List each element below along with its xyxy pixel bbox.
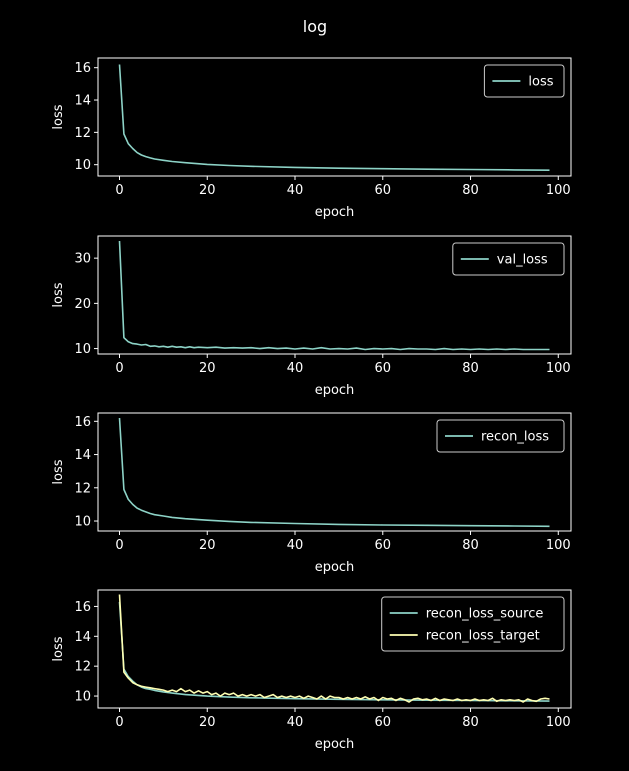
legend-label-recon_loss: recon_loss <box>481 430 549 445</box>
legend-label-recon_loss_source: recon_loss_source <box>426 607 544 622</box>
x-tick-label: 40 <box>287 715 304 730</box>
y-tick-label: 30 <box>74 252 91 267</box>
x-tick-label: 20 <box>199 183 216 198</box>
subplot-2: 0 20 40 60 80 100 10 20 30 epoch loss val_loss <box>51 235 572 398</box>
y-tick-label: 12 <box>74 660 91 675</box>
y-axis-label: loss <box>51 104 66 129</box>
series-line-recon_loss_target <box>118 594 550 703</box>
axes-frame <box>97 235 572 355</box>
legend: val_loss <box>452 242 565 276</box>
x-tick-label: 60 <box>374 715 391 730</box>
x-tick-label: 100 <box>546 538 571 553</box>
x-tick-label: 0 <box>115 183 123 198</box>
x-tick-label: 80 <box>462 183 479 198</box>
x-axis-label: epoch <box>315 383 355 398</box>
y-tick-label: 14 <box>74 630 91 645</box>
subplot-4: 0 20 40 60 80 100 10 12 14 16 epoch loss recon_loss_… <box>51 589 572 752</box>
x-tick-label: 20 <box>199 361 216 376</box>
x-tick-label: 40 <box>287 361 304 376</box>
legend: recon_loss_source recon_loss_target <box>381 596 565 652</box>
x-tick-label: 0 <box>115 538 123 553</box>
y-tick-label: 12 <box>74 481 91 496</box>
x-tick-label: 0 <box>115 361 123 376</box>
figure-title: log <box>303 17 327 36</box>
y-tick-label: 10 <box>74 342 91 357</box>
series-line-val_loss <box>118 240 550 351</box>
y-tick-label: 16 <box>74 415 91 430</box>
x-tick-label: 20 <box>199 538 216 553</box>
x-tick-label: 80 <box>462 715 479 730</box>
x-tick-label: 100 <box>546 361 571 376</box>
y-tick-label: 14 <box>74 94 91 109</box>
y-tick-label: 20 <box>74 297 91 312</box>
legend-box <box>452 242 565 276</box>
x-axis-label: epoch <box>315 737 355 752</box>
x-tick-label: 40 <box>287 538 304 553</box>
x-tick-label: 80 <box>462 538 479 553</box>
legend-label-recon_loss_target: recon_loss_target <box>426 629 540 644</box>
legend-box <box>381 596 565 652</box>
x-tick-label: 100 <box>546 183 571 198</box>
x-tick-label: 60 <box>374 361 391 376</box>
y-axis-label: loss <box>51 636 66 661</box>
legend-box <box>483 64 565 98</box>
y-axis-label: loss <box>51 282 66 307</box>
x-tick-label: 60 <box>374 183 391 198</box>
legend-box <box>436 419 565 453</box>
x-tick-label: 0 <box>115 715 123 730</box>
y-tick-label: 10 <box>74 690 91 705</box>
y-tick-label: 16 <box>74 600 91 615</box>
x-axis-label: epoch <box>315 560 355 575</box>
axes-frame <box>97 57 572 177</box>
x-axis-label: epoch <box>315 205 355 220</box>
y-tick-label: 16 <box>74 61 91 76</box>
series-line-recon_loss <box>118 417 550 528</box>
legend: loss <box>483 64 565 98</box>
x-tick-label: 40 <box>287 183 304 198</box>
x-tick-label: 100 <box>546 715 571 730</box>
series-line-loss <box>118 64 550 171</box>
y-tick-label: 10 <box>74 158 91 173</box>
x-tick-label: 60 <box>374 538 391 553</box>
legend: recon_loss <box>436 419 565 453</box>
y-tick-label: 14 <box>74 448 91 463</box>
axes-frame <box>97 589 572 709</box>
legend-label-loss: loss <box>528 75 553 90</box>
x-tick-label: 20 <box>199 715 216 730</box>
legend-label-val_loss: val_loss <box>497 253 548 268</box>
y-axis-label: loss <box>51 459 66 484</box>
subplot-1: 0 20 40 60 80 100 10 12 14 16 epoch loss loss <box>51 57 572 220</box>
y-tick-label: 10 <box>74 515 91 530</box>
y-tick-label: 12 <box>74 126 91 141</box>
subplot-3: 0 20 40 60 80 100 10 12 14 16 epoch loss recon_loss <box>51 412 572 575</box>
axes-frame <box>97 412 572 532</box>
x-tick-label: 80 <box>462 361 479 376</box>
